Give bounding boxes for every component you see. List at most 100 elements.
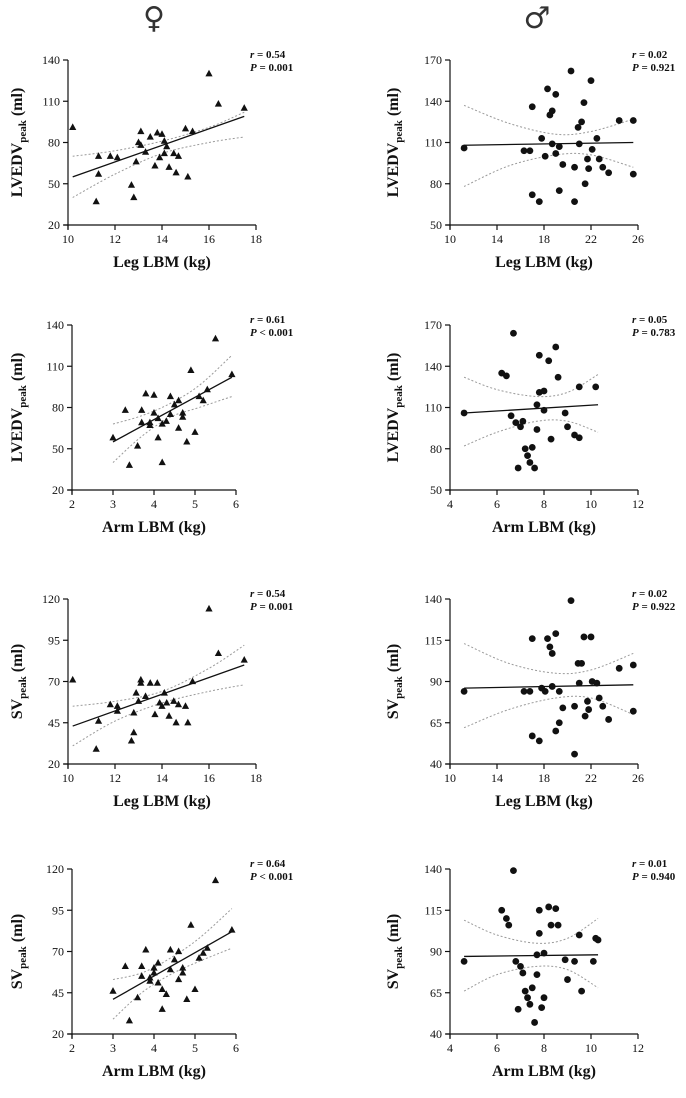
- x-tick-label: 22: [585, 232, 597, 246]
- data-point: [528, 635, 536, 642]
- x-tick-label: 10: [444, 232, 456, 246]
- data-point: [588, 145, 596, 153]
- data-point: [580, 633, 588, 641]
- y-axis-label: LVEDVpeak (ml): [385, 353, 405, 463]
- data-point: [205, 69, 213, 77]
- x-tick-label: 10: [62, 232, 74, 246]
- data-point: [183, 995, 191, 1002]
- data-point: [535, 929, 543, 937]
- y-tick-label: 20: [48, 757, 60, 771]
- y-label-main: LVEDV: [385, 142, 402, 197]
- data-point: [528, 191, 536, 199]
- data-point: [191, 428, 199, 435]
- data-point: [528, 732, 536, 740]
- data-point: [240, 656, 248, 663]
- stat-p-value: < 0.001: [257, 871, 294, 883]
- data-point: [540, 949, 548, 957]
- data-point: [548, 683, 556, 690]
- y-tick-label: 140: [424, 94, 442, 108]
- data-point: [179, 964, 187, 971]
- y-tick-label: 65: [430, 716, 442, 730]
- data-point: [629, 707, 637, 715]
- data-point: [92, 197, 100, 205]
- data-point: [151, 710, 159, 718]
- stat-r: r = 0.02: [632, 588, 668, 600]
- data-point: [571, 750, 578, 758]
- male-symbol: ♂: [524, 1, 551, 36]
- y-tick-label: 110: [42, 94, 60, 108]
- stat-p-value: = 0.783: [639, 327, 676, 339]
- data-point: [132, 689, 140, 696]
- data-point: [170, 697, 178, 704]
- data-point: [162, 417, 170, 424]
- x-axis-label: Arm LBM (kg): [492, 1063, 596, 1080]
- data-point: [592, 383, 600, 391]
- stat-p-symbol: P: [250, 601, 257, 613]
- y-label-subscript: peak: [17, 119, 29, 143]
- data-point: [214, 100, 222, 107]
- y-axis-label: LVEDVpeak (ml): [385, 88, 405, 198]
- y-tick-label: 40: [430, 1027, 442, 1041]
- data-point: [191, 985, 199, 993]
- stat-p-value: = 0.001: [257, 601, 294, 613]
- data-point: [154, 433, 162, 441]
- regression-line: [464, 684, 634, 689]
- ci-lower-band: [463, 695, 634, 729]
- data-point: [575, 931, 583, 939]
- stat-p-symbol: P: [632, 327, 639, 339]
- data-point: [528, 103, 536, 111]
- data-point: [503, 372, 510, 380]
- x-axis-label: Leg LBM (kg): [495, 254, 593, 271]
- x-tick-label: 10: [444, 771, 456, 785]
- y-tick-label: 110: [424, 401, 442, 415]
- x-tick-label: 26: [632, 771, 644, 785]
- data-point: [593, 134, 601, 142]
- data-point: [166, 410, 174, 417]
- y-tick-label: 95: [48, 633, 60, 647]
- x-tick-label: 14: [156, 232, 168, 246]
- data-point: [106, 152, 114, 159]
- x-tick-label: 18: [538, 771, 550, 785]
- data-point: [520, 147, 528, 155]
- x-tick-label: 14: [156, 771, 168, 785]
- data-point: [548, 140, 556, 148]
- data-point: [174, 700, 183, 708]
- x-tick-label: 5: [192, 1041, 198, 1055]
- data-point: [545, 903, 553, 911]
- stat-p-value: = 0.940: [639, 871, 676, 883]
- y-label-unit: (ml): [385, 914, 402, 946]
- y-tick-label: 115: [424, 633, 442, 647]
- data-point: [517, 962, 524, 970]
- data-point: [514, 464, 522, 472]
- stat-p-symbol: P: [250, 871, 257, 883]
- data-point: [505, 921, 513, 929]
- x-tick-label: 4: [151, 497, 157, 511]
- data-point: [540, 994, 548, 1002]
- data-point: [552, 150, 560, 157]
- data-point: [109, 987, 117, 994]
- data-point: [153, 679, 161, 686]
- x-tick-label: 14: [491, 771, 503, 785]
- data-point: [166, 965, 174, 973]
- data-point: [183, 437, 191, 445]
- data-point: [175, 424, 183, 431]
- ci-upper-band: [112, 908, 233, 981]
- data-point: [561, 409, 569, 417]
- x-tick-label: 6: [233, 1041, 239, 1055]
- data-point: [125, 461, 133, 468]
- stat-p: P = 0.940: [632, 871, 676, 883]
- data-point: [163, 698, 171, 706]
- y-tick-label: 80: [430, 442, 442, 456]
- x-tick-label: 12: [632, 497, 644, 511]
- data-point: [533, 951, 541, 959]
- x-tick-label: 2: [69, 1041, 75, 1055]
- ci-lower-band: [72, 684, 245, 747]
- x-tick-label: 18: [538, 232, 550, 246]
- data-point: [121, 962, 129, 969]
- scatter-panel-8: 40 65 90 115 140 4 6 8 10 12 Arm LBM (kg) SVpeak (m…: [385, 858, 676, 1080]
- stat-r-symbol: r: [632, 49, 637, 61]
- y-tick-label: 70: [52, 945, 64, 959]
- stat-p: P < 0.001: [250, 871, 293, 883]
- data-point: [69, 123, 77, 130]
- data-point: [113, 153, 121, 161]
